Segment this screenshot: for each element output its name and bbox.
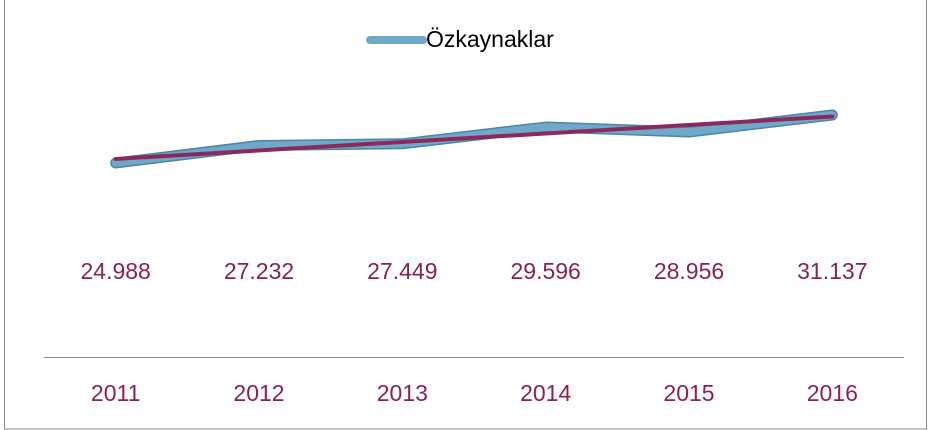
data-label: 29.596 xyxy=(510,258,580,284)
data-label: 28.956 xyxy=(654,258,724,284)
x-tick-label: 2013 xyxy=(377,380,428,406)
x-tick-label: 2015 xyxy=(663,380,714,406)
data-label: 31.137 xyxy=(797,258,867,284)
trend-line xyxy=(113,114,835,161)
data-label: 27.232 xyxy=(224,258,294,284)
x-tick-label: 2012 xyxy=(233,380,284,406)
x-tick-label: 2016 xyxy=(807,380,858,406)
x-tick-label: 2014 xyxy=(520,380,571,406)
legend-label: Özkaynaklar xyxy=(426,26,554,52)
series-line-fill xyxy=(111,111,837,167)
chart-frame xyxy=(4,0,927,430)
x-tick-label: 2011 xyxy=(91,380,140,406)
data-label: 24.988 xyxy=(80,258,150,284)
data-label: 27.449 xyxy=(367,258,437,284)
